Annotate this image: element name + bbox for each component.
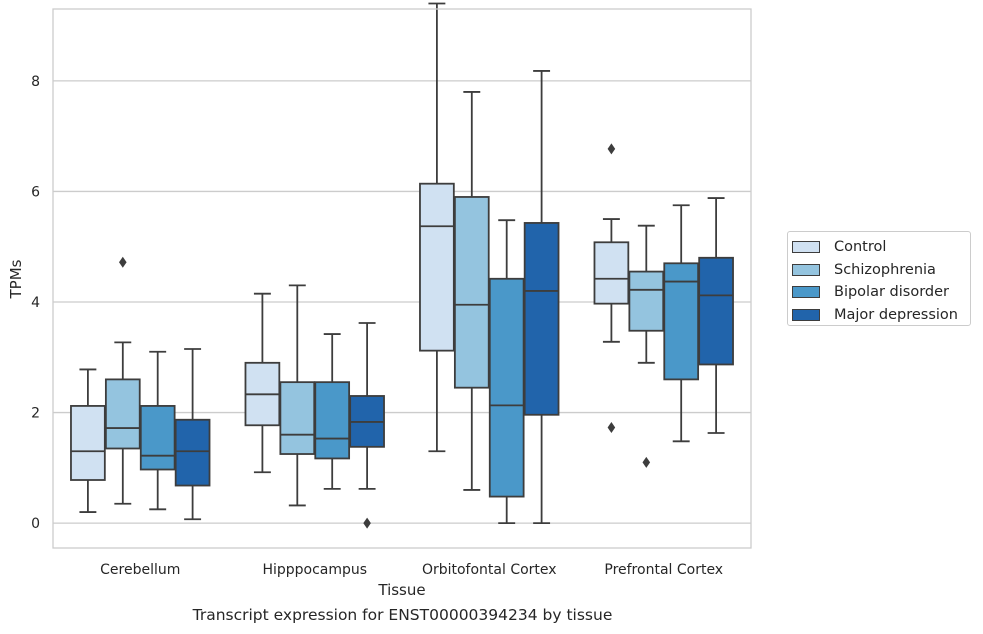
legend-swatch-bipolar-disorder — [792, 286, 820, 299]
y-tick-label-6: 6 — [31, 184, 40, 200]
box-major-depression-hipppocampus — [349, 322, 385, 529]
legend-label-control: Control — [834, 239, 887, 256]
box-iqr — [70, 405, 106, 481]
y-tick-label-2: 2 — [31, 406, 40, 422]
outlier-point-1 — [607, 421, 616, 433]
box-iqr — [628, 270, 665, 332]
box-bipolar-disorder-orbitofontal-cortex — [488, 219, 525, 525]
legend-item-control: Control — [792, 236, 970, 259]
box-iqr — [279, 381, 316, 455]
legend-item-schizophrenia: Schizophrenia — [792, 259, 970, 282]
box-iqr — [453, 196, 490, 389]
legend-label-major-depression: Major depression — [834, 306, 958, 323]
box-major-depression-cerebellum — [174, 348, 211, 521]
y-tick-label-0: 0 — [31, 516, 40, 532]
box-iqr — [663, 262, 700, 381]
legend-item-bipolar-disorder: Bipolar disorder — [792, 281, 970, 304]
box-iqr — [593, 241, 630, 305]
x-tick-labels: Cerebellum Hipppocampus Orbitofontal Corte… — [100, 562, 723, 578]
x-tick-label-orbitofontal-cortex: Orbitofontal Cortex — [422, 562, 557, 578]
box-iqr — [104, 378, 141, 450]
legend: Control Schizophrenia Bipolar disorder M… — [787, 231, 971, 326]
legend-label-bipolar-disorder: Bipolar disorder — [834, 284, 949, 301]
box-control-cerebellum — [70, 368, 106, 513]
chart-title: Transcript expression for ENST0000039423… — [192, 606, 613, 624]
legend-swatch-schizophrenia — [792, 263, 820, 276]
x-axis-label: Tissue — [377, 581, 425, 599]
box-iqr — [174, 418, 211, 487]
box-major-depression-prefrontal-cortex — [698, 197, 734, 434]
box-schizophrenia-prefrontal-cortex — [628, 224, 665, 468]
box-iqr — [488, 277, 525, 498]
plot-boxes — [70, 2, 734, 529]
box-iqr — [419, 182, 455, 352]
x-tick-label-prefrontal-cortex: Prefrontal Cortex — [604, 562, 723, 578]
y-tick-labels: 0 2 4 6 8 — [31, 74, 40, 532]
legend-label-schizophrenia: Schizophrenia — [834, 261, 936, 278]
box-iqr — [139, 405, 176, 471]
box-iqr — [314, 381, 351, 460]
box-major-depression-orbitofontal-cortex — [523, 70, 560, 525]
box-control-prefrontal-cortex — [593, 143, 630, 433]
box-iqr — [523, 222, 560, 416]
box-schizophrenia-orbitofontal-cortex — [453, 91, 490, 491]
box-bipolar-disorder-hipppocampus — [314, 333, 351, 490]
outlier-point-0 — [119, 256, 127, 268]
legend-swatch-control — [792, 241, 820, 254]
y-axis-label: TPMs — [7, 259, 25, 299]
y-tick-label-4: 4 — [31, 295, 40, 311]
box-control-hipppocampus — [244, 292, 281, 474]
plot-frame — [52, 8, 752, 549]
box-bipolar-disorder-prefrontal-cortex — [663, 204, 700, 443]
legend-item-major-depression: Major depression — [792, 304, 970, 327]
x-tick-label-hipppocampus: Hipppocampus — [262, 562, 367, 578]
box-bipolar-disorder-cerebellum — [139, 350, 176, 511]
outlier-point-0 — [363, 517, 371, 529]
outlier-point-0 — [607, 143, 616, 155]
box-schizophrenia-hipppocampus — [279, 284, 316, 507]
y-tick-label-8: 8 — [31, 74, 40, 90]
outlier-point-0 — [642, 456, 651, 468]
box-control-orbitofontal-cortex — [419, 2, 455, 453]
box-schizophrenia-cerebellum — [104, 256, 141, 505]
x-tick-label-cerebellum: Cerebellum — [100, 562, 180, 578]
legend-swatch-major-depression — [792, 308, 820, 321]
box-iqr — [698, 256, 734, 366]
